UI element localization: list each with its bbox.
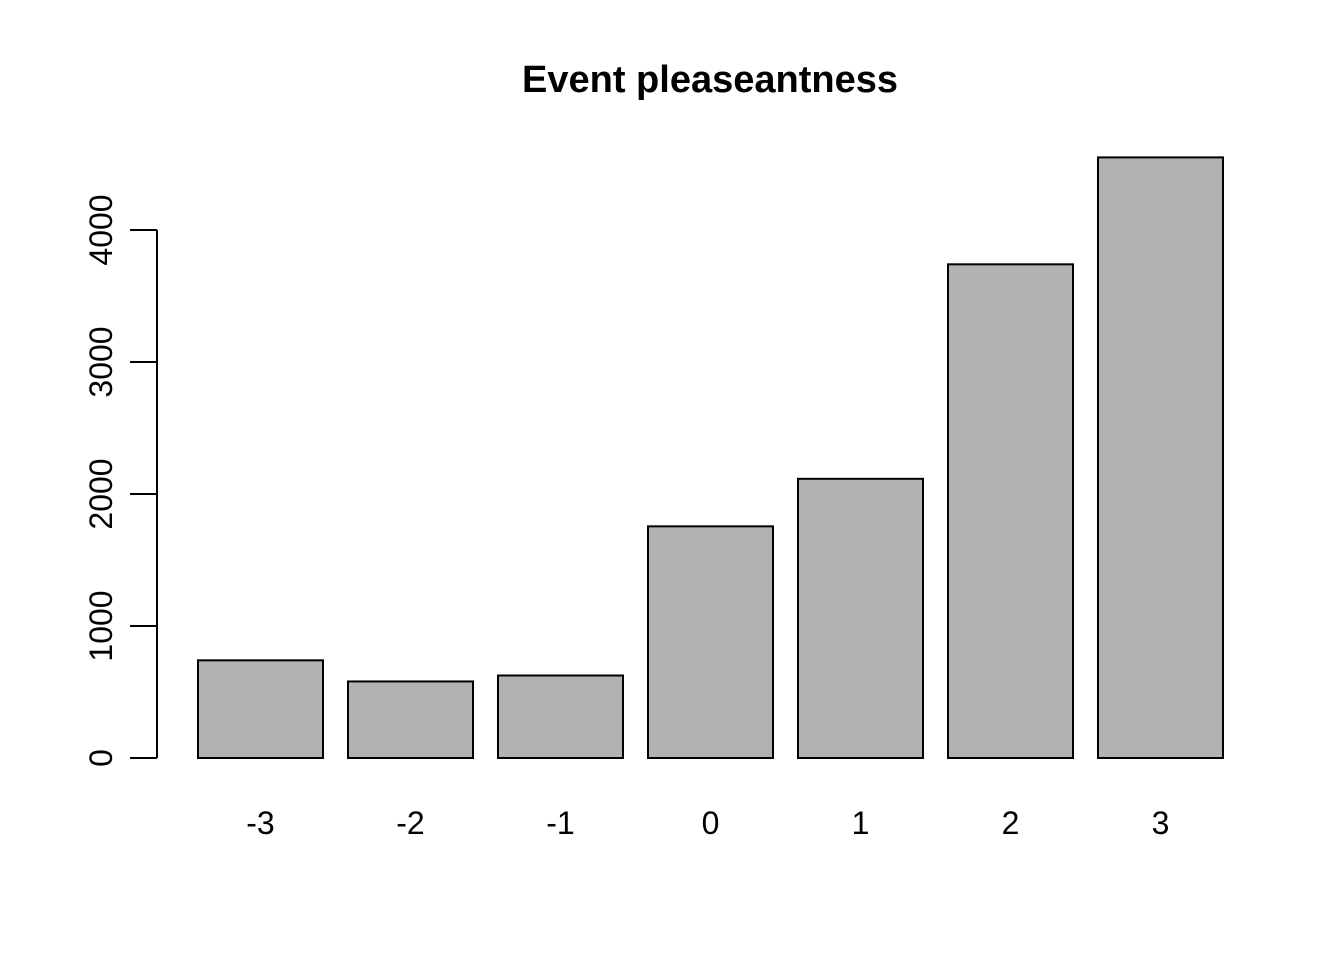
y-axis: 0 1000 2000 3000 4000 <box>83 194 158 767</box>
bar--2 <box>347 680 474 759</box>
chart-title: Event pleaseantness <box>522 59 898 101</box>
y-tick-label: 4000 <box>83 194 119 265</box>
y-tick-label: 1000 <box>83 590 119 661</box>
bar-3 <box>1097 156 1224 759</box>
x-tick-label: 0 <box>702 805 720 841</box>
bar--1 <box>497 674 624 759</box>
bar-1 <box>797 477 924 759</box>
x-tick-label: 1 <box>852 805 870 841</box>
x-tick-label: 2 <box>1002 805 1020 841</box>
bar-2 <box>947 263 1074 759</box>
bar-0 <box>647 525 774 760</box>
bars-group <box>197 156 1224 760</box>
x-axis-labels: -3 -2 -1 0 1 2 3 <box>246 805 1169 841</box>
x-tick-label: -2 <box>396 805 424 841</box>
x-tick-label: -3 <box>246 805 274 841</box>
x-tick-label: 3 <box>1152 805 1170 841</box>
bar--3 <box>197 659 324 760</box>
y-tick-label: 0 <box>83 749 119 767</box>
y-tick-label: 3000 <box>83 326 119 397</box>
x-tick-label: -1 <box>546 805 574 841</box>
y-tick-label: 2000 <box>83 458 119 529</box>
